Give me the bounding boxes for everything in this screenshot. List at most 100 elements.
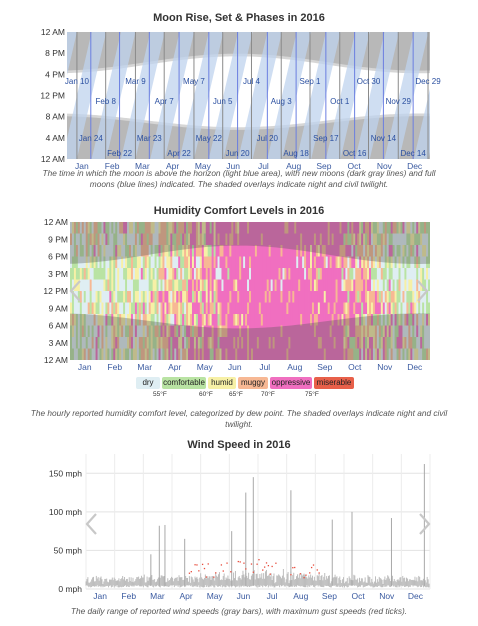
humidity-cell: [254, 291, 258, 303]
humidity-cell: [313, 291, 317, 303]
humidity-cell: [239, 337, 242, 349]
humidity-cell: [182, 245, 185, 257]
humidity-cell: [199, 245, 203, 257]
humidity-cell: [70, 245, 73, 257]
humidity-cell: [274, 279, 277, 292]
humidity-cell: [266, 268, 270, 280]
humidity-cell: [280, 291, 283, 303]
humidity-cell: [374, 337, 378, 349]
humidity-prev-arrow[interactable]: [68, 279, 84, 303]
humidity-cell: [107, 279, 110, 292]
humidity-cell: [353, 268, 356, 280]
humidity-cell: [156, 256, 159, 269]
humidity-cell: [176, 279, 179, 292]
humidity-cell: [426, 348, 429, 360]
humidity-cell: [280, 256, 283, 269]
humidity-cell: [150, 256, 154, 269]
humidity-cell: [170, 348, 173, 360]
moon-phase-label: Aug 18: [283, 149, 309, 158]
humidity-cell: [129, 314, 132, 326]
humidity-cell: [402, 279, 405, 292]
humidity-cell: [89, 314, 93, 326]
humidity-cell: [345, 222, 348, 234]
humidity-cell: [308, 337, 311, 349]
humidity-cell: [408, 325, 411, 338]
humidity-cell: [276, 325, 279, 338]
humidity-cell: [406, 337, 409, 349]
humidity-cell: [319, 268, 323, 280]
humidity-cell: [363, 268, 366, 280]
humidity-cell: [256, 291, 260, 303]
wind-gust-tick: [290, 574, 292, 576]
humidity-cell: [119, 348, 122, 360]
humidity-cell: [73, 348, 77, 360]
humidity-cell: [217, 348, 220, 360]
humidity-cell: [394, 314, 397, 326]
humidity-cell: [331, 325, 335, 338]
humidity-cell: [168, 314, 171, 326]
humidity-cell: [109, 291, 112, 303]
humidity-cell: [142, 222, 146, 234]
humidity-cell: [152, 325, 155, 338]
humidity-cell: [205, 337, 209, 349]
moon-phase-label: Apr 22: [167, 149, 191, 158]
humidity-cell: [223, 291, 226, 303]
moon-x-tick-label: Feb: [105, 161, 120, 171]
humidity-cell: [424, 222, 427, 234]
humidity-cell: [132, 245, 136, 257]
humidity-cell: [325, 337, 329, 349]
humidity-cell: [75, 348, 79, 360]
humidity-cell: [188, 268, 191, 280]
humidity-cell: [333, 256, 336, 269]
humidity-cell: [211, 245, 215, 257]
humidity-cell: [408, 222, 411, 234]
humidity-cell: [229, 325, 232, 338]
wind-next-arrow[interactable]: [416, 512, 432, 536]
legend-muggy: muggy: [238, 377, 268, 389]
humidity-cell: [201, 325, 205, 338]
humidity-cell: [319, 279, 323, 292]
humidity-cell: [321, 245, 325, 257]
wind-x-tick-label: Jan: [93, 591, 107, 601]
humidity-cell: [260, 279, 264, 292]
humidity-cell: [282, 222, 285, 234]
humidity-cell: [245, 222, 248, 234]
humidity-cell: [95, 302, 98, 315]
humidity-cell: [372, 325, 376, 338]
humidity-cell: [223, 279, 226, 292]
humidity-cell: [335, 256, 338, 269]
humidity-cell: [388, 314, 392, 326]
humidity-cell: [154, 245, 157, 257]
humidity-cell: [199, 337, 203, 349]
humidity-cell: [113, 348, 116, 360]
humidity-cell: [178, 245, 181, 257]
humidity-cell: [219, 302, 222, 315]
humidity-cell: [77, 302, 81, 315]
humidity-cell: [333, 268, 336, 280]
humidity-cell: [386, 268, 390, 280]
wind-prev-arrow[interactable]: [84, 512, 100, 536]
humidity-cell: [223, 245, 226, 257]
humidity-cell: [304, 337, 307, 349]
humidity-cell: [339, 337, 342, 349]
humidity-cell: [225, 337, 228, 349]
humidity-cell: [199, 279, 203, 292]
humidity-cell: [260, 268, 264, 280]
humidity-cell: [378, 291, 382, 303]
humidity-cell: [374, 222, 378, 234]
humidity-cell: [319, 337, 323, 349]
humidity-cell: [325, 245, 329, 257]
humidity-cell: [280, 233, 283, 246]
humidity-cell: [363, 279, 366, 292]
humidity-cell: [414, 291, 417, 303]
humidity-cell: [343, 279, 346, 292]
humidity-cell: [203, 291, 207, 303]
humidity-cell: [91, 291, 95, 303]
humidity-cell: [235, 279, 238, 292]
humidity-cell: [152, 279, 155, 292]
humidity-cell: [201, 337, 205, 349]
humidity-cell: [176, 268, 179, 280]
humidity-next-arrow[interactable]: [414, 279, 430, 303]
humidity-cell: [117, 348, 120, 360]
humidity-cell: [357, 348, 360, 360]
